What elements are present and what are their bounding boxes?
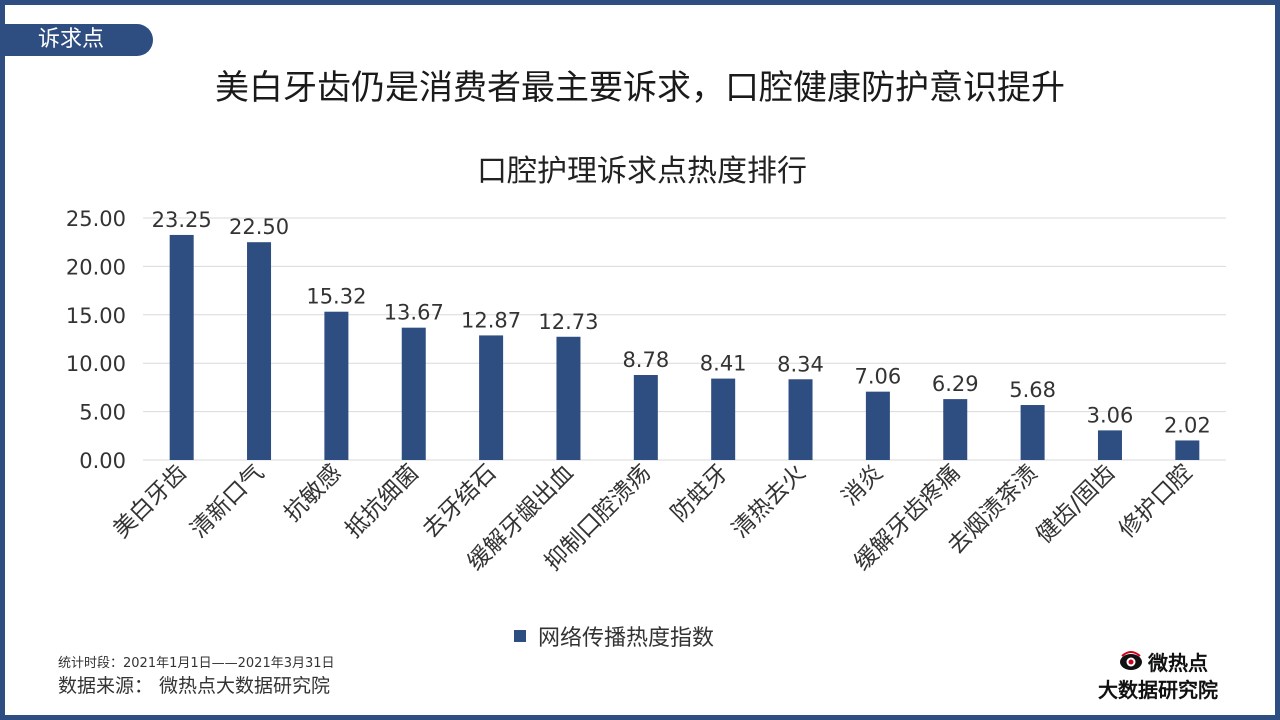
data-label: 12.73 (538, 310, 598, 334)
data-label: 7.06 (855, 365, 902, 389)
bar (633, 375, 658, 460)
bar (711, 378, 736, 460)
data-label: 13.67 (384, 301, 444, 325)
data-label: 8.78 (622, 348, 669, 372)
bar (556, 336, 581, 460)
data-label: 22.50 (229, 215, 289, 239)
page-title: 美白牙齿仍是消费者最主要诉求，口腔健康防护意识提升 (215, 68, 1065, 108)
x-tick-label: 健齿/固齿 (1031, 460, 1120, 549)
statistics-period: 统计时段：2021年1月1日——2021年3月31日 (58, 656, 335, 671)
bar (788, 379, 813, 460)
x-tick-label: 防蛀牙 (666, 460, 733, 527)
y-tick-label: 20.00 (66, 255, 126, 279)
bar (247, 242, 272, 460)
bar (479, 335, 504, 460)
bar (943, 399, 968, 460)
brand-logo: 微热点 大数据研究院 (1098, 648, 1248, 703)
section-tag: 诉求点 (5, 24, 153, 56)
x-tick-label: 修护口腔 (1114, 460, 1197, 543)
x-tick-label: 抵抗细菌 (341, 460, 424, 543)
legend-swatch (514, 630, 526, 642)
legend-label: 网络传播热度指数 (538, 626, 715, 651)
data-source: 数据来源： 微热点大数据研究院 (58, 675, 331, 697)
data-label: 6.29 (932, 372, 979, 396)
data-label: 12.87 (461, 308, 521, 332)
data-label: 23.25 (152, 208, 212, 232)
data-label: 15.32 (306, 285, 366, 309)
x-tick-label: 消炎 (837, 460, 888, 511)
logo-top-text: 微热点 (1148, 650, 1208, 675)
y-tick-label: 25.00 (66, 207, 126, 231)
chart-title: 口腔护理诉求点热度排行 (477, 154, 807, 189)
y-tick-label: 15.00 (66, 304, 126, 328)
data-label: 2.02 (1164, 413, 1211, 437)
data-label: 8.41 (700, 352, 747, 376)
bar (169, 234, 194, 460)
bar (401, 327, 426, 460)
logo-bottom-text: 大数据研究院 (1098, 678, 1218, 702)
x-tick-label: 清热去火 (727, 460, 810, 543)
bar (1175, 440, 1200, 460)
x-tick-label: 清新口气 (186, 460, 269, 543)
bar (1020, 405, 1045, 460)
y-tick-label: 5.00 (79, 401, 126, 425)
data-label: 8.34 (777, 352, 824, 376)
y-tick-label: 0.00 (79, 449, 126, 473)
chart-legend: 网络传播热度指数 (514, 620, 714, 652)
x-tick-label: 抗敏感 (279, 460, 346, 527)
bar (324, 311, 349, 460)
data-label: 5.68 (1009, 378, 1056, 402)
bar (865, 391, 890, 460)
bar (1097, 430, 1122, 460)
eye-logo-icon (1120, 651, 1142, 670)
y-tick-label: 10.00 (66, 352, 126, 376)
data-label: 3.06 (1087, 403, 1134, 427)
